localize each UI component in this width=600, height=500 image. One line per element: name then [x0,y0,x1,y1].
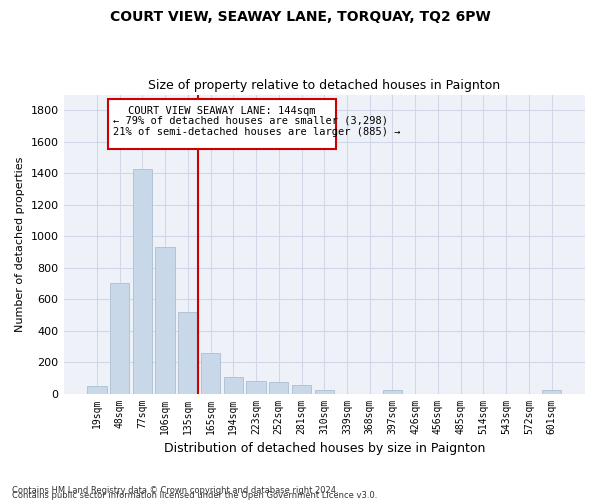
Bar [201,354,220,394]
Bar [224,377,243,394]
Text: 21% of semi-detached houses are larger (885) →: 21% of semi-detached houses are larger (… [113,127,400,137]
Bar [314,390,334,394]
Bar [383,390,402,394]
Title: Size of property relative to detached houses in Paignton: Size of property relative to detached ho… [148,79,500,92]
Bar [542,390,561,394]
Bar [178,312,197,394]
Bar [155,247,175,394]
Text: COURT VIEW SEAWAY LANE: 144sqm: COURT VIEW SEAWAY LANE: 144sqm [128,106,316,116]
Bar [292,385,311,394]
Bar [108,100,335,149]
Bar [110,284,130,394]
Y-axis label: Number of detached properties: Number of detached properties [15,156,25,332]
Bar [269,382,289,394]
X-axis label: Distribution of detached houses by size in Paignton: Distribution of detached houses by size … [164,442,485,455]
Text: Contains HM Land Registry data © Crown copyright and database right 2024.: Contains HM Land Registry data © Crown c… [12,486,338,495]
Bar [247,381,266,394]
Text: COURT VIEW, SEAWAY LANE, TORQUAY, TQ2 6PW: COURT VIEW, SEAWAY LANE, TORQUAY, TQ2 6P… [110,10,490,24]
Text: ← 79% of detached houses are smaller (3,298): ← 79% of detached houses are smaller (3,… [113,116,388,126]
Bar [133,168,152,394]
Text: Contains public sector information licensed under the Open Government Licence v3: Contains public sector information licen… [12,490,377,500]
Bar [87,386,107,394]
